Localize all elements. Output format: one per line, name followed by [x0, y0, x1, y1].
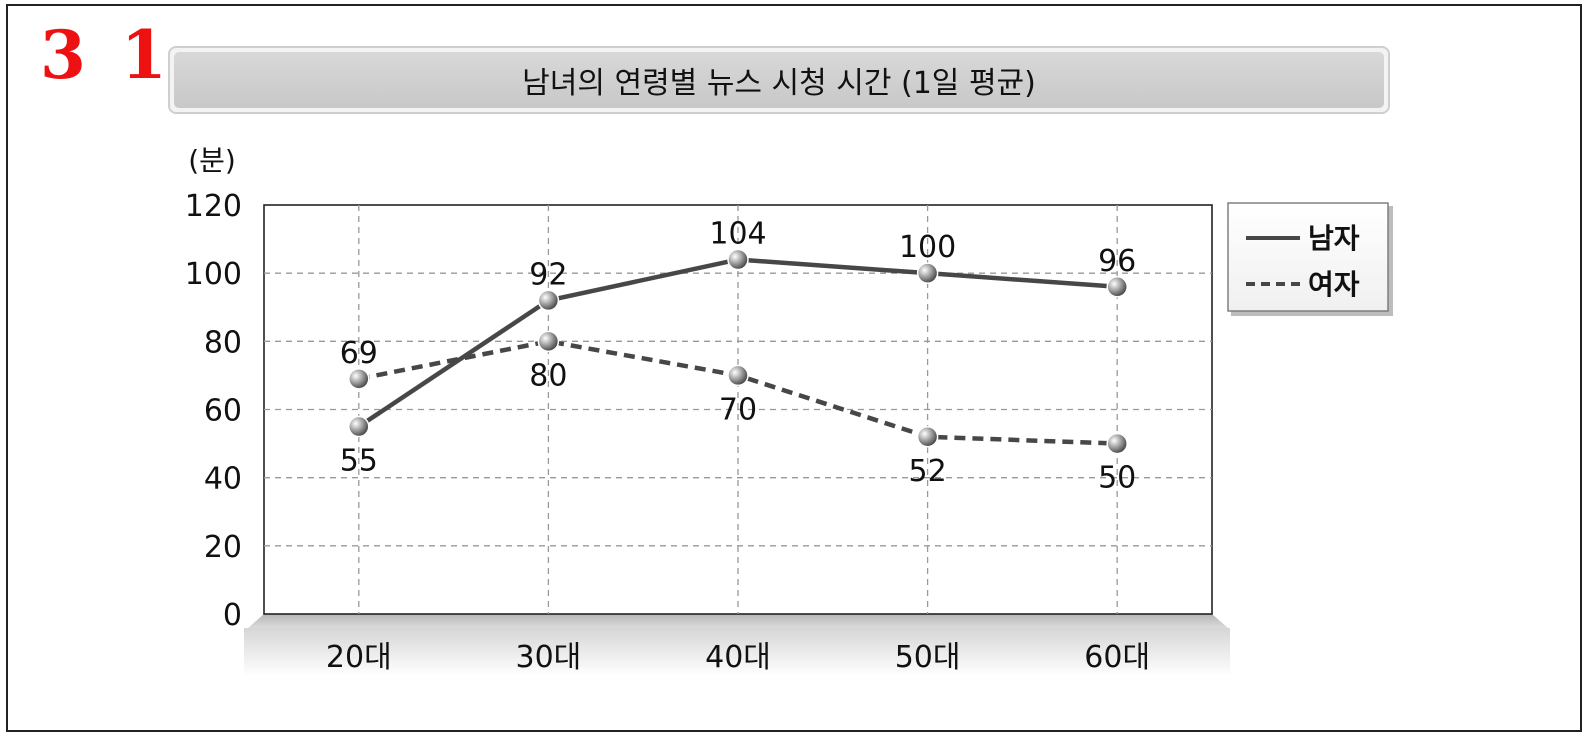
x-tick-label: 60대	[1084, 640, 1150, 675]
y-tick-label: 20	[204, 530, 242, 565]
y-tick-label: 40	[204, 462, 242, 497]
data-point	[349, 369, 369, 389]
data-point	[538, 331, 558, 351]
data-point	[728, 250, 748, 270]
data-label: 80	[529, 358, 567, 393]
data-label: 55	[340, 444, 378, 479]
data-point	[1107, 277, 1127, 297]
data-label: 92	[529, 257, 567, 292]
data-point	[538, 290, 558, 310]
y-tick-label: 60	[204, 394, 242, 429]
data-point	[728, 365, 748, 385]
data-label: 69	[340, 336, 378, 371]
data-label: 52	[909, 454, 947, 489]
data-label: 100	[899, 230, 956, 265]
y-tick-label: 0	[223, 598, 242, 633]
data-label: 104	[709, 217, 766, 252]
legend-label: 남자	[1308, 222, 1360, 255]
y-tick-label: 100	[185, 257, 242, 292]
x-tick-label: 30대	[516, 640, 582, 675]
x-tick-label: 20대	[326, 640, 392, 675]
legend-label: 여자	[1308, 268, 1360, 301]
data-label: 96	[1098, 244, 1136, 279]
data-label: 50	[1098, 461, 1136, 496]
y-tick-label: 120	[185, 189, 242, 224]
y-axis-unit: (분)	[188, 144, 236, 177]
data-point	[1107, 434, 1127, 454]
data-point	[918, 427, 938, 447]
data-point	[349, 417, 369, 437]
y-axis-ticks: 0 20 40 60 80 100 120	[185, 189, 242, 633]
y-tick-label: 80	[204, 325, 242, 360]
x-tick-label: 40대	[705, 640, 771, 675]
x-tick-label: 50대	[895, 640, 961, 675]
data-point	[918, 263, 938, 283]
data-label: 70	[719, 392, 757, 427]
